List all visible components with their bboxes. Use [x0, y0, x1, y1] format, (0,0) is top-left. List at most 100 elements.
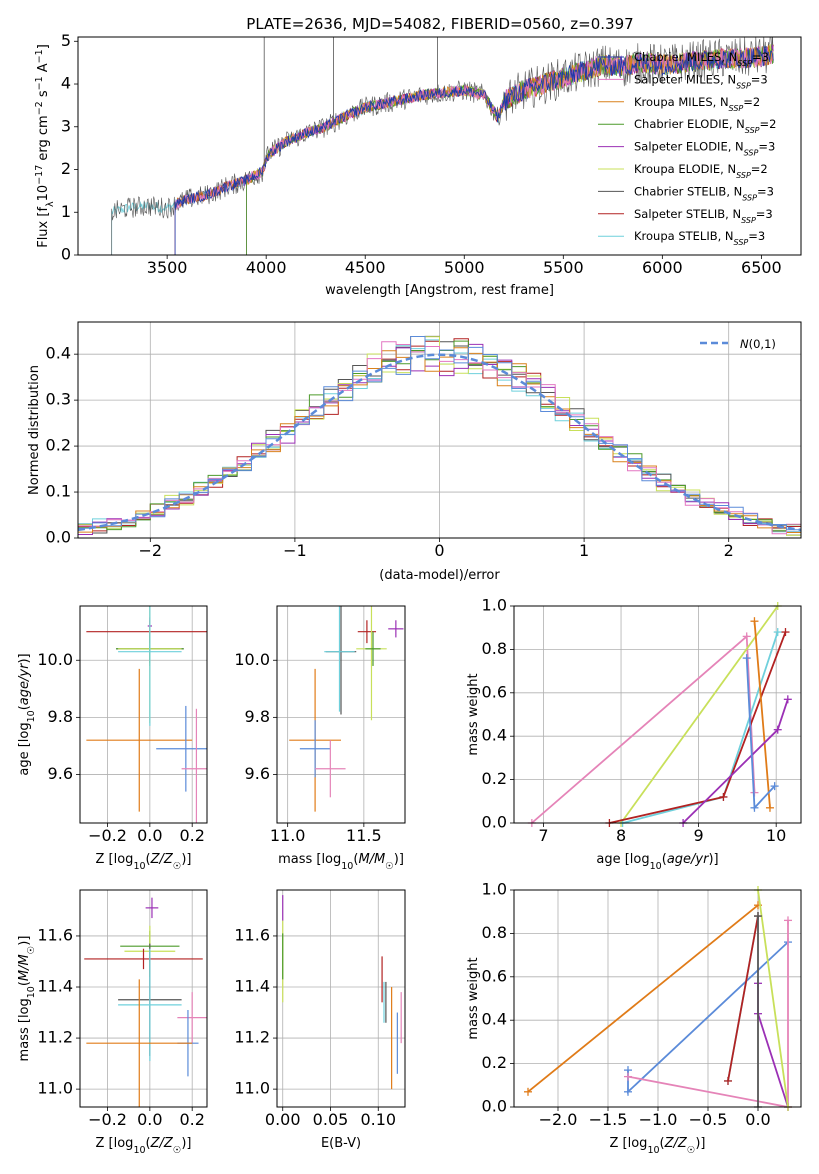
y-tick-label: 9.8 [245, 707, 270, 726]
weight-series-line [753, 621, 771, 808]
y-tick-label: 0.0 [46, 528, 71, 547]
spectrum-panel: 3500 4000 4500 5000 5500 6000 6500 0 1 2 3 4 5 wavele… [34, 31, 802, 298]
mass_vs_Z-panel: −0.2 0.0 0.2 11.0 11.2 11.4 11.6 Z [log10(Z/Z☉)… [17, 889, 208, 1156]
y-tick-label: 11.0 [234, 1079, 270, 1098]
y-tick-label: 11.2 [234, 1028, 270, 1047]
weight_vs_age-panel: 7 8 9 10 0.0 0.2 0.4 0.6 0.8 1.0 age [log10(age/yr… [466, 596, 802, 872]
y-tick-label: 0.2 [46, 436, 71, 455]
legend-label: Chabrier STELIB, NSSP=3 [634, 184, 774, 202]
y-tick-label: 0.0 [482, 1097, 507, 1116]
x-tick-label: 0 [434, 541, 444, 560]
weight-lines [527, 602, 792, 827]
y-axis-label: mass weight [466, 957, 481, 1039]
x-axis-label: E(B-V) [321, 1136, 361, 1151]
legend-label: Salpeter STELIB, NSSP=3 [634, 207, 773, 225]
y-tick-label: 4 [61, 74, 71, 93]
errorbars [289, 606, 404, 812]
spectrum-lines [111, 37, 774, 255]
mass_vs_ebv-panel: 0.00 0.05 0.10 11.0 11.2 11.4 11.6 [234, 889, 406, 1129]
x-tick-label: −0.5 [689, 1110, 728, 1129]
y-tick-label: 0.8 [482, 639, 507, 658]
y-tick-label: 9.8 [48, 707, 73, 726]
x-tick-label: 3500 [147, 258, 188, 277]
axes-frame [513, 889, 802, 1108]
errorbars [86, 606, 207, 823]
legend-label: Kroupa ELODIE, NSSP=2 [634, 162, 768, 180]
weight-series-line [609, 631, 787, 824]
x-tick-label: 4000 [246, 258, 287, 277]
x-tick-label: 1 [579, 541, 589, 560]
axes-frame [77, 321, 802, 539]
age_vs_mass-panel: 11.0 11.5 9.6 9.8 10.0 mass [log10(M/M☉)] [234, 605, 406, 872]
y-tick-label: 0.8 [482, 923, 507, 942]
axes-frame [276, 605, 406, 824]
y-tick-label: 0.2 [482, 1053, 507, 1072]
axes-frame [77, 36, 802, 256]
x-tick-label: 11.5 [346, 826, 382, 845]
axes-frame [513, 605, 802, 824]
y-tick-label: 10.0 [37, 650, 73, 669]
y-tick-label: 1.0 [482, 596, 507, 615]
spectrum-series [174, 45, 774, 255]
y-tick-label: 0.4 [482, 1010, 507, 1029]
x-tick-label: −0.2 [88, 826, 127, 845]
x-tick-label: 2 [724, 541, 734, 560]
normal-curve [78, 353, 801, 532]
x-axis-label: (data-model)/error [379, 568, 500, 583]
legend-label: Kroupa STELIB, NSSP=3 [634, 229, 765, 247]
hist-lines [78, 335, 801, 538]
weight-series-line [727, 915, 759, 1082]
weight-series-line [527, 904, 759, 1093]
y-axis-label: Flux [fλ10−17 erg cm−2 s−1 A−1] [34, 44, 56, 248]
y-axis-label: mass weight [466, 673, 481, 755]
y-tick-label: 1 [61, 202, 71, 221]
age_vs_Z-panel: −0.2 0.0 0.2 9.6 9.8 10.0 Z [log10(Z/Z☉)] age [… [17, 605, 208, 872]
x-tick-label: 0.2 [179, 1110, 204, 1129]
x-tick-label: −0.2 [88, 1110, 127, 1129]
legend-label: Salpeter MILES, NSSP=3 [634, 72, 768, 90]
y-tick-label: 0.3 [46, 390, 71, 409]
y-tick-label: 0.6 [482, 682, 507, 701]
axes-frame [79, 889, 208, 1108]
y-tick-label: 0.4 [482, 726, 507, 745]
weight-series-line [531, 634, 756, 824]
x-tick-label: 7 [538, 826, 548, 845]
x-tick-label: −1.0 [639, 1110, 678, 1129]
weight_vs_Z-panel: −2.0 −1.5 −1.0 −0.5 0.0 0.0 0.2 0.4 0.6 0.8 1.0 Z [… [466, 880, 802, 1156]
x-tick-label: 0.00 [265, 1110, 301, 1129]
y-tick-label: 1.0 [482, 880, 507, 899]
x-tick-label: 9 [694, 826, 704, 845]
x-tick-label: 0.10 [360, 1110, 396, 1129]
y-tick-label: 5 [61, 31, 71, 50]
x-axis-label: Z [log10(Z/Z☉)] [96, 852, 192, 872]
legend-label: Chabrier MILES, NSSP=3 [634, 50, 769, 68]
residuals-panel: −2 −1 0 1 2 0.0 0.1 0.2 0.3 0.4 N(0,1) (data-model)… [27, 321, 802, 583]
x-axis-label: age [log10(age/yr)] [596, 852, 718, 872]
legend-label: N(0,1) [740, 337, 776, 351]
axes-frame [79, 605, 208, 824]
x-tick-label: 0.0 [137, 1110, 162, 1129]
legend-label: Kroupa MILES, NSSP=2 [634, 95, 760, 113]
x-tick-label: 10 [766, 826, 786, 845]
errorbars [282, 895, 402, 1090]
x-tick-label: 4500 [345, 258, 386, 277]
y-tick-label: 11.0 [37, 1079, 73, 1098]
x-axis-label: Z [log10(Z/Z☉)] [610, 1136, 706, 1156]
x-tick-label: 6000 [642, 258, 683, 277]
y-tick-label: 2 [61, 159, 71, 178]
x-tick-label: 5000 [444, 258, 485, 277]
y-tick-label: 0.2 [482, 769, 507, 788]
y-tick-label: 0.6 [482, 966, 507, 985]
x-tick-label: 0.2 [179, 826, 204, 845]
weight-series-line [745, 658, 776, 810]
y-tick-label: 0.4 [46, 344, 71, 363]
y-tick-label: 11.6 [234, 925, 270, 944]
weight-series-line [757, 889, 789, 1108]
axes-frame [276, 889, 406, 1108]
x-tick-label: 8 [616, 826, 626, 845]
y-tick-label: 0 [61, 245, 71, 264]
y-tick-label: 11.4 [234, 977, 270, 996]
x-tick-label: −1.5 [589, 1110, 628, 1129]
errorbars [84, 897, 207, 1107]
